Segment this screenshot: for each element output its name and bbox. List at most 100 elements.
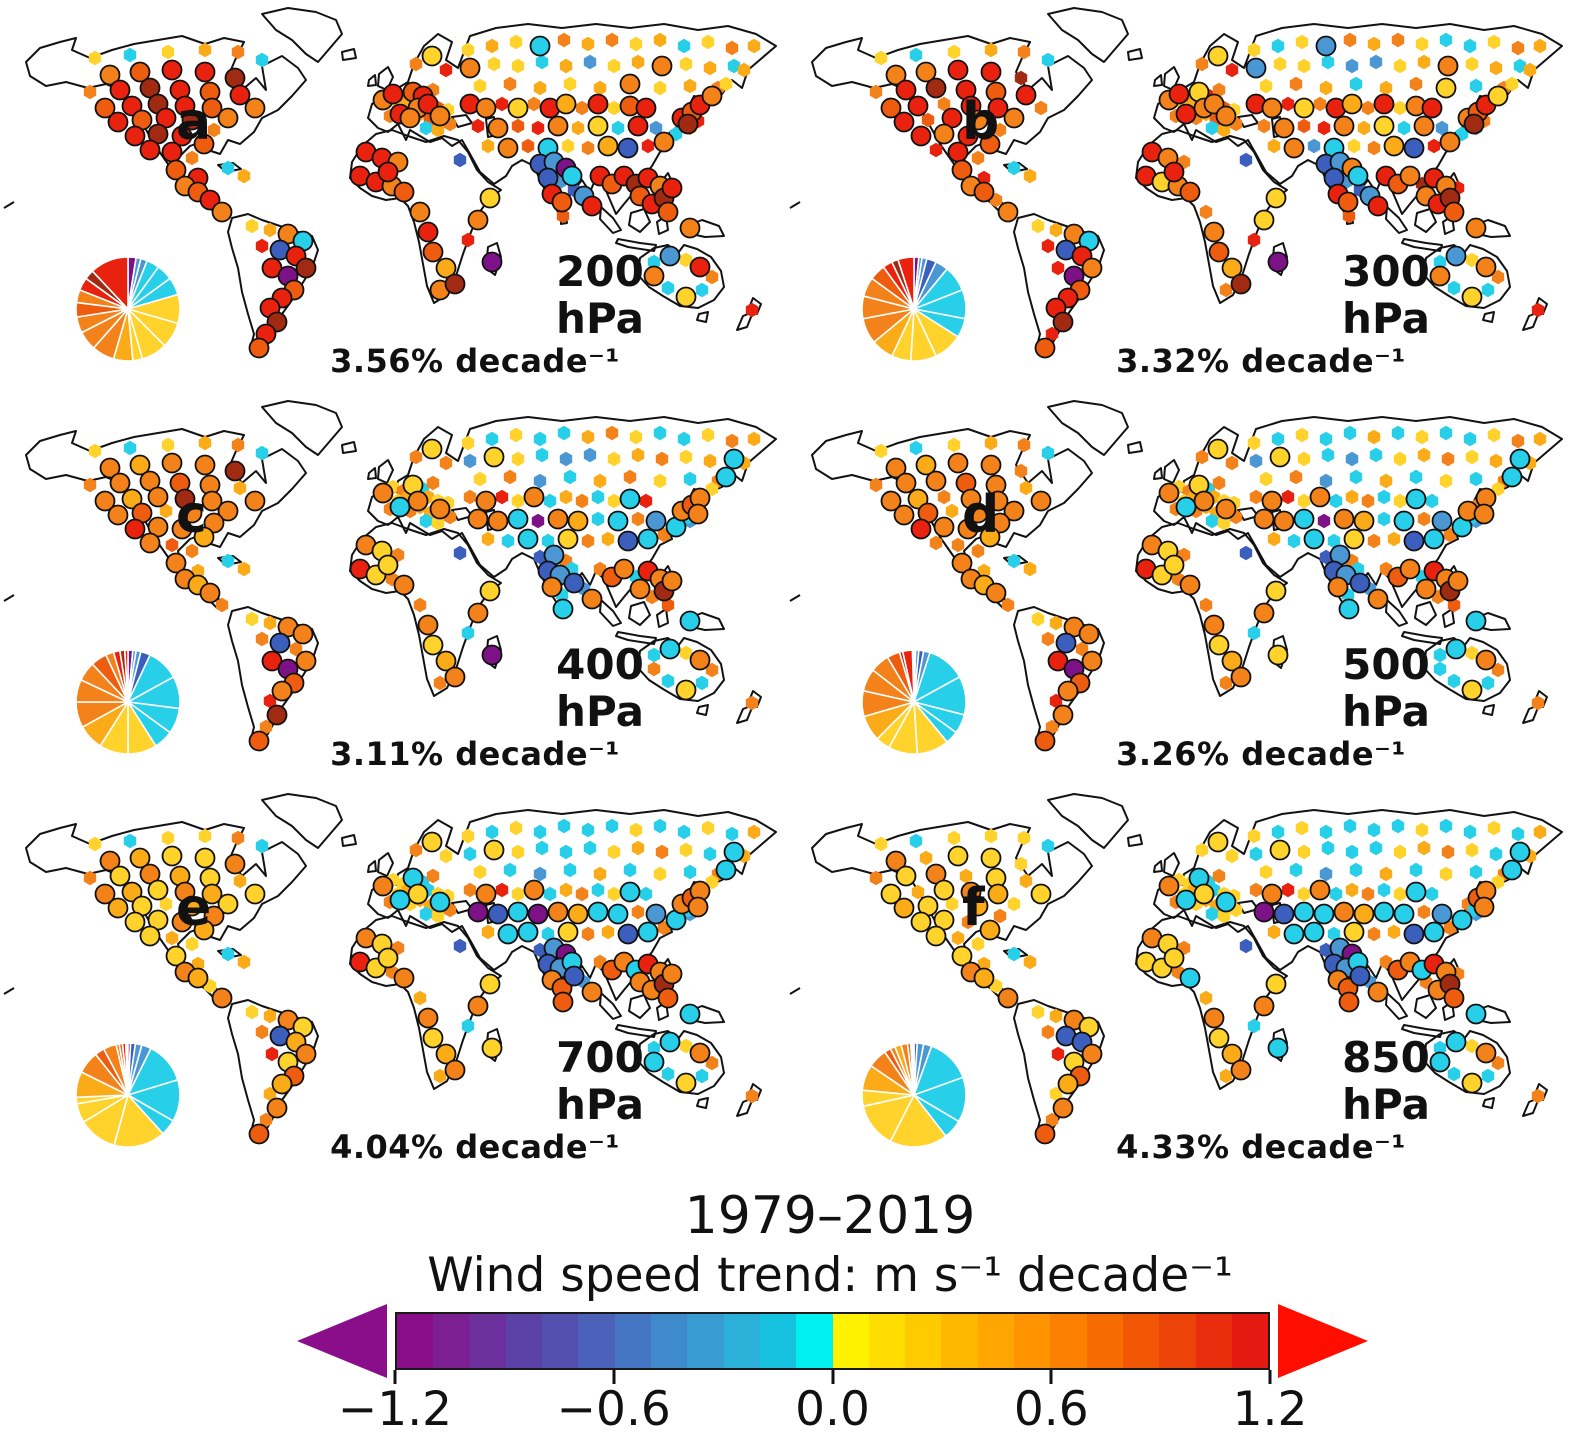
station-dot-significant — [947, 59, 969, 81]
station-dot-significant — [429, 498, 451, 520]
station-dot — [1367, 36, 1381, 52]
station-dot-significant — [1393, 903, 1415, 925]
station-dot — [919, 850, 933, 866]
station-dot — [653, 80, 667, 96]
trend-label: 3.11% decade⁻¹ — [330, 735, 620, 773]
station-dot-significant — [483, 839, 505, 861]
station-dot — [607, 493, 621, 509]
station-dot-significant — [266, 704, 288, 726]
station-dot — [1463, 824, 1477, 840]
station-dot — [1409, 469, 1423, 485]
trend-label: 4.04% decade⁻¹ — [330, 1128, 620, 1166]
station-dot — [255, 238, 269, 254]
station-dot — [533, 866, 547, 882]
station-dot — [1533, 431, 1547, 447]
station-dot — [1212, 475, 1226, 491]
station-dot-significant — [910, 125, 932, 147]
station-dot — [1329, 886, 1343, 902]
station-dot — [653, 425, 667, 441]
station-dot-significant — [165, 552, 187, 574]
pie-chart — [75, 649, 181, 755]
station-dot-significant — [393, 574, 415, 596]
station-dot-significant — [1207, 45, 1229, 67]
station-dot-significant — [165, 159, 187, 181]
station-dot-significant — [1439, 131, 1461, 153]
station-dot-significant — [444, 666, 466, 688]
station-dot — [481, 924, 495, 940]
station-dot — [593, 473, 607, 489]
station-dot — [1041, 238, 1055, 254]
station-dot-significant — [947, 845, 969, 867]
station-dot-significant — [645, 510, 667, 532]
station-dot-significant — [1509, 841, 1531, 863]
station-dot-significant — [979, 919, 1001, 941]
station-dot-significant — [129, 61, 151, 83]
station-dot-significant — [885, 850, 907, 872]
station-dot — [725, 433, 739, 449]
station-dot-significant — [933, 516, 955, 538]
station-dot-significant — [1030, 883, 1052, 905]
station-dot — [575, 100, 589, 116]
station-dot-significant — [980, 61, 1002, 83]
station-dot-significant — [377, 554, 399, 576]
station-dot — [1075, 641, 1089, 657]
station-dot — [159, 503, 173, 519]
pressure-level-label: 200 hPa — [520, 248, 680, 342]
station-dot — [639, 493, 653, 509]
station-dot-significant — [1465, 1003, 1487, 1025]
station-dot — [951, 537, 965, 553]
station-dot — [869, 870, 883, 886]
station-dot — [533, 431, 547, 447]
station-dot — [1007, 896, 1021, 912]
colorbar-segment — [977, 1314, 1015, 1368]
station-dot — [123, 833, 137, 849]
station-dots — [869, 425, 1547, 752]
station-dot-significant — [1445, 245, 1467, 267]
station-dot-significant — [295, 650, 317, 672]
station-dot — [1469, 471, 1483, 487]
pressure-unit: hPa — [556, 687, 644, 737]
pressure-level: 300 — [1342, 247, 1430, 296]
world-map — [789, 7, 1563, 359]
station-dot — [1014, 463, 1028, 479]
station-dot — [929, 535, 943, 551]
station-dot — [703, 60, 717, 76]
station-dot-significant — [139, 532, 161, 554]
station-dot — [161, 437, 175, 453]
station-dot — [413, 597, 427, 613]
station-dot — [583, 54, 597, 70]
station-dot-significant — [967, 109, 989, 131]
station-dot — [509, 820, 523, 836]
station-dot-significant — [161, 59, 183, 81]
station-dot — [88, 50, 102, 66]
station-dot-significant — [479, 973, 501, 995]
station-dot — [1409, 862, 1423, 878]
station-dot — [605, 818, 619, 834]
station-dot — [1377, 882, 1391, 898]
station-dot-significant — [1230, 273, 1252, 295]
station-dot-significant — [1421, 97, 1443, 119]
station-dot — [535, 54, 549, 70]
station-dot-significant — [1175, 103, 1197, 125]
station-dot-significant — [1367, 981, 1389, 1003]
station-dot-significant — [687, 503, 709, 525]
station-dot-significant — [467, 995, 489, 1017]
station-dot-significant — [1221, 1043, 1243, 1065]
station-dot — [255, 838, 269, 854]
station-dot — [1393, 100, 1407, 116]
station-dot — [1393, 886, 1407, 902]
station-dot — [1297, 886, 1311, 902]
station-dot — [495, 489, 509, 505]
station-dot — [433, 1068, 447, 1084]
pie-chart-slices — [75, 649, 181, 755]
station-dot — [1361, 100, 1375, 116]
station-dot — [629, 36, 643, 52]
station-dot — [1001, 597, 1015, 613]
station-dot — [1491, 662, 1505, 678]
station-dot-significant — [581, 981, 603, 1003]
station-dot — [1219, 282, 1233, 298]
station-dot — [263, 1086, 277, 1102]
station-dot-significant — [1445, 638, 1467, 660]
station-dot-significant — [229, 84, 251, 106]
station-dot — [629, 822, 643, 838]
